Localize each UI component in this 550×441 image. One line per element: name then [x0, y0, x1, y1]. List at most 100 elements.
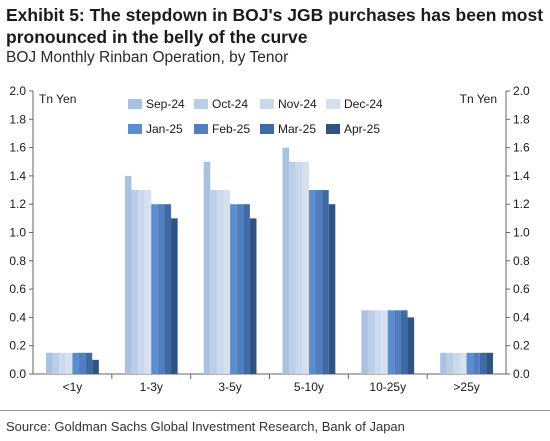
bar [453, 352, 460, 374]
bar [59, 352, 66, 374]
bar [138, 190, 145, 374]
bar [466, 352, 474, 374]
bar [374, 310, 382, 374]
bar [295, 161, 303, 374]
legend-label: Oct-24 [212, 97, 248, 111]
y-ticks-right: 0.0 0.2 0.4 0.6 0.8 1.0 1.2 1.4 1.6 1.8 2.0 [506, 84, 530, 381]
y-tick-label-left: 2.0 [9, 84, 26, 98]
y-tick-label-right: 0.4 [513, 310, 530, 324]
bar [79, 352, 86, 374]
x-tick-label: 1-3y [140, 380, 163, 394]
bar [486, 352, 493, 374]
y-tick-label-right: 0.6 [513, 282, 530, 296]
legend-label: Apr-25 [344, 122, 380, 136]
bar [446, 352, 454, 374]
y-tick-label-right: 0.8 [513, 254, 530, 268]
chart-title: Exhibit 5: The stepdown in BOJ's JGB pur… [6, 5, 544, 47]
bar [322, 190, 329, 374]
x-tick-label: 10-25y [369, 380, 406, 394]
legend-label: Sep-24 [146, 97, 185, 111]
x-tick-label: 3-5y [218, 380, 241, 394]
bar [308, 190, 316, 374]
x-tick-label: 5-10y [294, 380, 324, 394]
bar [46, 352, 53, 374]
bar [315, 190, 323, 374]
bar [289, 161, 296, 374]
bar [144, 190, 152, 374]
bar [328, 204, 336, 374]
legend-swatch [128, 99, 142, 109]
bar-chart: Tn Yen Tn Yen 0.0 0.2 0.4 0.6 0.8 1.0 1.2 1.4 1.… [9, 84, 530, 394]
bar [387, 310, 395, 374]
x-tick-label: <1y [63, 380, 83, 394]
bars [46, 147, 493, 374]
bar [243, 204, 250, 374]
y-tick-label-right: 0.0 [513, 367, 530, 381]
x-ticks: <1y 1-3y 3-5y 5-10y 10-25y >25y [63, 374, 480, 394]
bar [216, 190, 224, 374]
legend-label: Dec-24 [344, 97, 383, 111]
bar [473, 352, 480, 374]
y-tick-label-right: 1.4 [513, 169, 530, 183]
legend-swatch [326, 124, 340, 134]
y-ticks-left: 0.0 0.2 0.4 0.6 0.8 1.0 1.2 1.4 1.6 1.8 2.0 [9, 84, 33, 381]
bar [479, 352, 487, 374]
y-tick-label-left: 0.4 [9, 310, 26, 324]
bar [72, 352, 80, 374]
bar [203, 161, 211, 374]
legend-label: Feb-25 [212, 122, 250, 136]
chart-subtitle: BOJ Monthly Rinban Operation, by Tenor [6, 49, 289, 66]
bar [381, 310, 388, 374]
bar [65, 352, 73, 374]
y-tick-label-left: 0.2 [9, 339, 26, 353]
bar [85, 352, 93, 374]
y-tick-label-left: 1.8 [9, 112, 26, 126]
y-tick-label-right: 1.0 [513, 226, 530, 240]
bar [367, 310, 375, 374]
bar [157, 204, 165, 374]
legend: Sep-24 Oct-24 Nov-24 Dec-24 Jan-25 Feb-25 Mar-… [128, 97, 383, 136]
bar [302, 161, 309, 374]
y-axis-label-right: Tn Yen [460, 92, 497, 106]
bar [164, 204, 172, 374]
bar [151, 204, 158, 374]
bar [230, 204, 237, 374]
source-divider [0, 410, 550, 411]
bar [249, 218, 257, 374]
bar [124, 175, 132, 374]
bar [440, 352, 447, 374]
y-tick-label-left: 0.8 [9, 254, 26, 268]
y-tick-label-right: 1.8 [513, 112, 530, 126]
bar [171, 218, 178, 374]
bar [210, 190, 217, 374]
y-tick-label-right: 1.2 [513, 197, 530, 211]
legend-swatch [260, 99, 274, 109]
y-tick-label-left: 1.4 [9, 169, 26, 183]
bar [459, 352, 467, 374]
legend-swatch [326, 99, 340, 109]
bar [52, 352, 60, 374]
bar [400, 310, 408, 374]
legend-swatch [260, 124, 274, 134]
y-tick-label-left: 0.6 [9, 282, 26, 296]
bar [394, 310, 401, 374]
legend-swatch [194, 124, 208, 134]
y-tick-label-right: 0.2 [513, 339, 530, 353]
legend-label: Nov-24 [278, 97, 317, 111]
bar [282, 147, 290, 374]
source-note: Source: Goldman Sachs Global Investment … [6, 419, 405, 434]
legend-label: Jan-25 [146, 122, 183, 136]
bar [236, 204, 244, 374]
bar [131, 190, 139, 374]
legend-swatch [128, 124, 142, 134]
y-tick-label-left: 1.2 [9, 197, 26, 211]
y-axis-label-left: Tn Yen [39, 92, 76, 106]
bar [407, 317, 415, 374]
y-tick-label-right: 2.0 [513, 84, 530, 98]
bar [223, 190, 231, 374]
bar [92, 359, 99, 374]
legend-swatch [194, 99, 208, 109]
legend-label: Mar-25 [278, 122, 316, 136]
x-tick-label: >25y [453, 380, 479, 394]
y-tick-label-right: 1.6 [513, 141, 530, 155]
